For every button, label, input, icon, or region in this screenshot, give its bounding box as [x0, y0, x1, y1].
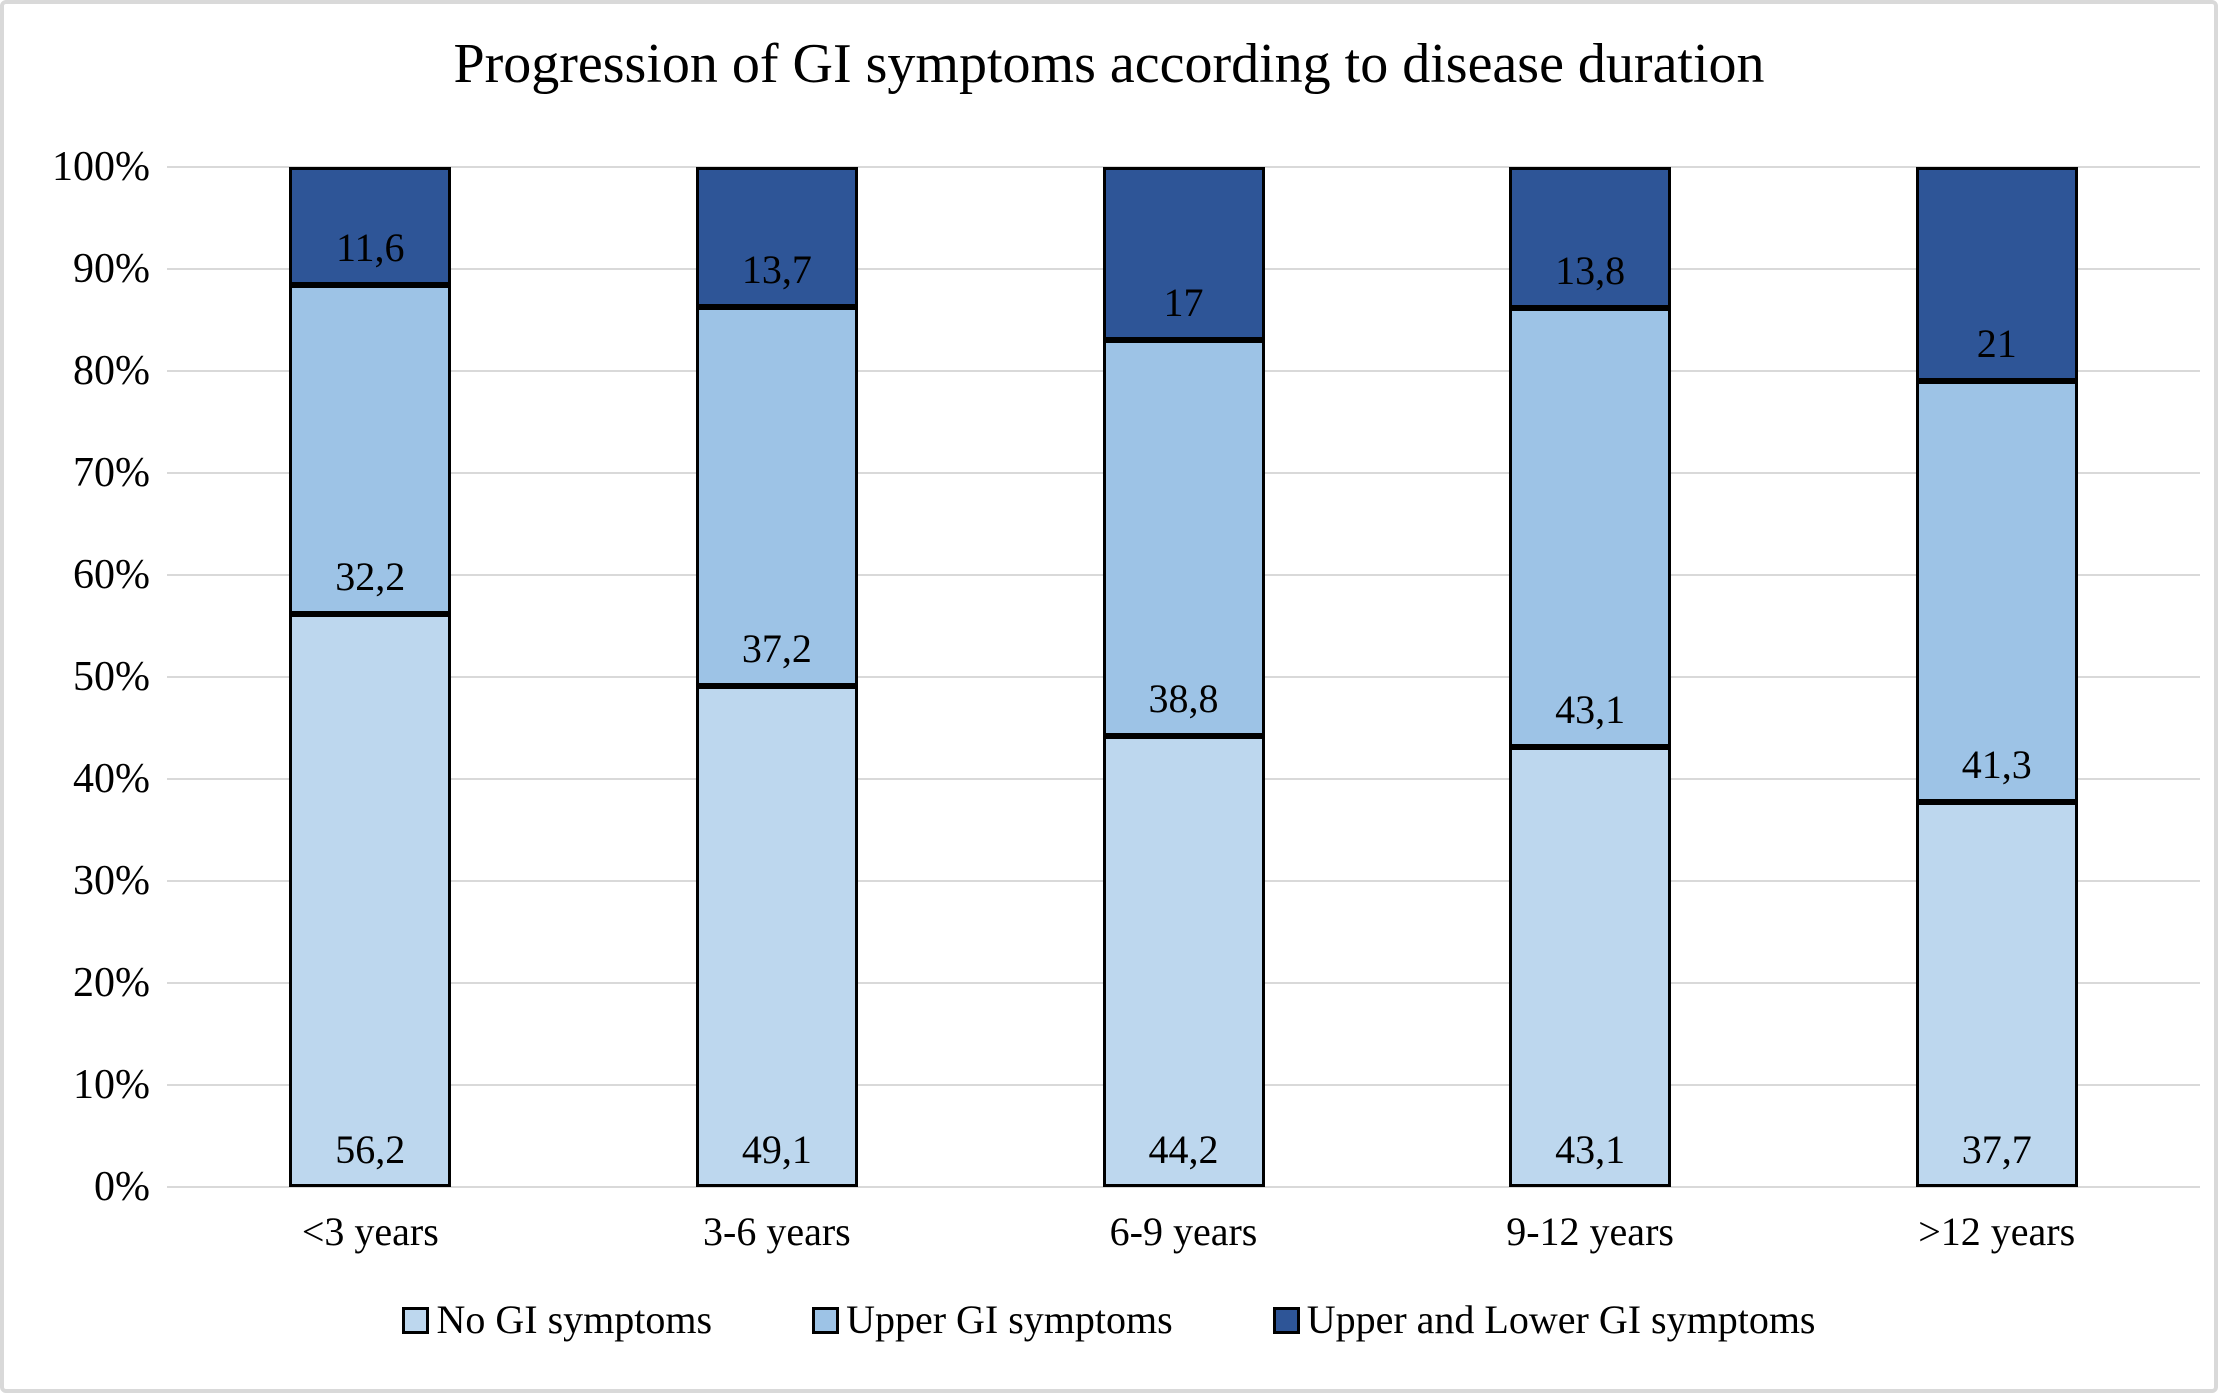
- bar-segment-upper-gi-symptoms: 41,3: [1915, 381, 2078, 803]
- x-axis-category-label: 3-6 years: [703, 1209, 851, 1254]
- legend-label: Upper and Lower GI symptoms: [1306, 1297, 1816, 1342]
- legend-label: Upper GI symptoms: [846, 1297, 1173, 1342]
- y-axis-tick-label: 40%: [73, 756, 150, 802]
- legend-item: No GI symptoms: [402, 1298, 712, 1342]
- y-axis-tick-label: 90%: [73, 246, 150, 292]
- data-label: 43,1: [1555, 1127, 1626, 1172]
- data-label: 41,3: [1961, 742, 2032, 788]
- data-label: 21: [1976, 321, 2017, 367]
- x-axis-category-label: 6-9 years: [1109, 1209, 1258, 1254]
- chart-title: Progression of GI symptoms according to …: [453, 33, 1765, 95]
- bar-segment-upper-and-lower-gi-symptoms: 17: [1102, 167, 1265, 341]
- legend-color-swatch: [1272, 1306, 1300, 1334]
- gridline: [167, 166, 2200, 168]
- bar-segment-upper-and-lower-gi-symptoms: 11,6: [289, 167, 452, 286]
- data-label: 56,2: [335, 1127, 406, 1172]
- y-axis-tick-label: 100%: [52, 144, 150, 190]
- legend-label: No GI symptoms: [436, 1297, 713, 1342]
- data-label: 32,2: [335, 553, 406, 599]
- legend-item: Upper GI symptoms: [812, 1298, 1173, 1342]
- bar-segment-upper-gi-symptoms: 37,2: [695, 306, 858, 687]
- legend: No GI symptoms Upper GI symptoms Upper and…: [4, 1298, 2214, 1342]
- data-label: 11,6: [336, 225, 405, 271]
- data-label: 13,7: [741, 246, 812, 292]
- bar-segment-no-gi-symptoms: 44,2: [1102, 736, 1265, 1187]
- y-axis-tick-label: 30%: [73, 858, 150, 904]
- x-axis-category-label: >12 years: [1918, 1209, 2076, 1254]
- bar-segment-no-gi-symptoms: 56,2: [289, 613, 452, 1187]
- data-label: 17: [1163, 280, 1204, 326]
- data-label: 13,8: [1555, 247, 1626, 293]
- data-label: 38,8: [1148, 676, 1219, 722]
- bar-segment-upper-and-lower-gi-symptoms: 13,8: [1509, 167, 1672, 308]
- y-axis-tick-label: 20%: [73, 960, 150, 1006]
- bar-segment-upper-and-lower-gi-symptoms: 13,7: [695, 167, 858, 307]
- bar-segment-upper-gi-symptoms: 32,2: [289, 285, 452, 614]
- bar-segment-upper-and-lower-gi-symptoms: 21: [1915, 167, 2078, 382]
- legend-color-swatch: [812, 1306, 840, 1334]
- bar-segment-upper-gi-symptoms: 38,8: [1102, 340, 1265, 737]
- gridline: [167, 1186, 2200, 1188]
- data-label: 37,2: [741, 626, 812, 672]
- bar-group: 56,2 32,2 11,6: [289, 167, 452, 1187]
- bar-group: 37,7 41,3 21: [1915, 167, 2078, 1187]
- bar-segment-no-gi-symptoms: 43,1: [1509, 747, 1672, 1187]
- y-axis-tick-label: 70%: [73, 450, 150, 496]
- bar-group: 44,2 38,8 17: [1102, 167, 1265, 1187]
- legend-color-swatch: [402, 1306, 430, 1334]
- y-axis-tick-label: 80%: [73, 348, 150, 394]
- legend-item: Upper and Lower GI symptoms: [1272, 1297, 1816, 1342]
- y-axis-tick-label: 0%: [94, 1164, 150, 1210]
- data-label: 49,1: [741, 1127, 812, 1172]
- x-axis-category-label: 9-12 years: [1506, 1209, 1674, 1254]
- x-axis-category-label: <3 years: [301, 1209, 439, 1254]
- data-label: 37,7: [1961, 1127, 2032, 1172]
- y-axis-tick-label: 10%: [73, 1062, 150, 1108]
- bar-segment-upper-gi-symptoms: 43,1: [1509, 307, 1672, 748]
- y-axis-tick-label: 60%: [73, 552, 150, 598]
- bar-group: 43,1 43,1 13,8: [1509, 167, 1672, 1187]
- data-label: 44,2: [1148, 1127, 1219, 1172]
- bar-segment-no-gi-symptoms: 49,1: [695, 686, 858, 1187]
- y-axis-tick-label: 50%: [73, 654, 150, 700]
- data-label: 43,1: [1555, 687, 1626, 733]
- bar-segment-no-gi-symptoms: 37,7: [1915, 802, 2078, 1187]
- bar-group: 49,1 37,2 13,7: [695, 167, 858, 1187]
